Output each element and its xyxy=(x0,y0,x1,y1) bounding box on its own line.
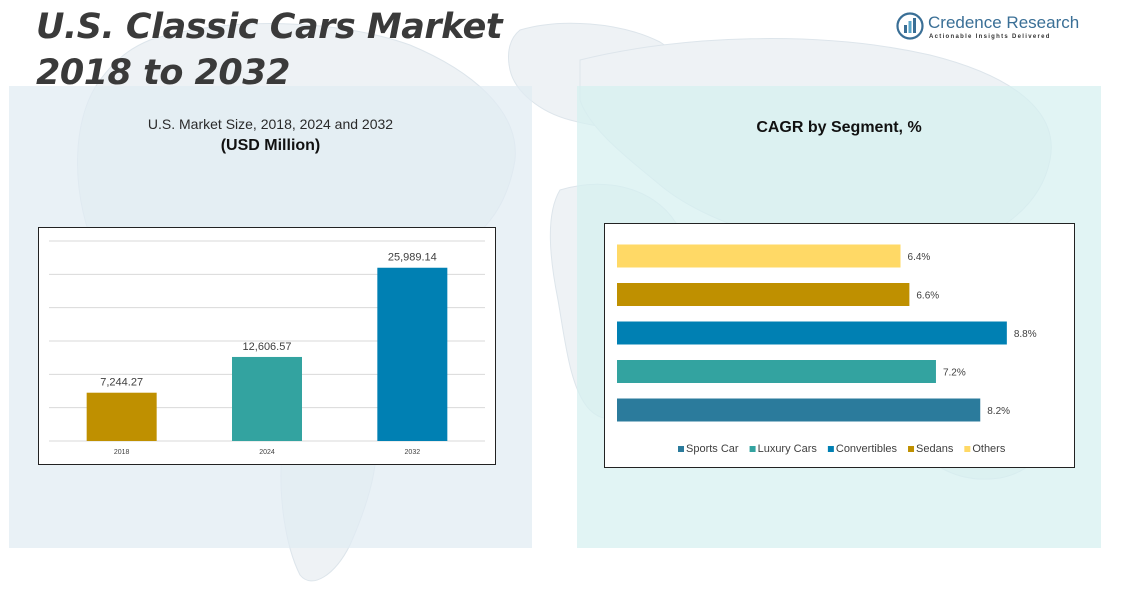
bar-2024 xyxy=(232,356,302,441)
legend-swatch xyxy=(678,446,684,452)
legend-item: Sedans xyxy=(916,443,954,455)
legend-item: Convertibles xyxy=(836,443,898,455)
data-label-2032: 25,989.14 xyxy=(388,252,437,264)
bar-2018 xyxy=(86,392,157,441)
bar-sedans xyxy=(617,283,910,306)
market-size-subtitle: U.S. Market Size, 2018, 2024 and 2032 xyxy=(147,116,394,132)
data-label-sports-car: 8.2% xyxy=(987,406,1010,417)
bar-sports-car xyxy=(617,398,981,422)
market-size-unit: (USD Million) xyxy=(220,137,321,154)
brand-name: Credence Research xyxy=(928,13,1080,32)
cagr-chart-frame: 6.4% 6.6% 8.8% 7.2% 8.2% Sports Car Luxury Car… xyxy=(604,223,1075,468)
legend-item: Others xyxy=(972,443,1006,455)
data-label-luxury-cars: 7.2% xyxy=(943,368,966,379)
bar-convertibles xyxy=(617,321,1007,345)
legend-swatch xyxy=(749,446,756,452)
legend-item: Luxury Cars xyxy=(758,443,818,455)
chart-legend: Sports Car Luxury Cars Convertibles Sedans O… xyxy=(678,443,1006,455)
legend-swatch xyxy=(908,446,915,452)
page-title: U.S. Classic Cars Market 2018 to 2032 xyxy=(36,7,503,93)
legend-item: Sports Car xyxy=(686,443,739,455)
market-size-chart-frame: 7,244.27 2018 12,606.57 2024 25,989.14 2032 xyxy=(38,227,496,465)
market-size-panel: U.S. Market Size, 2018, 2024 and 2032 (U… xyxy=(9,86,532,548)
data-label-sedans: 6.6% xyxy=(916,291,939,302)
brand-mark-icon xyxy=(896,12,924,40)
data-label-2018: 7,244.27 xyxy=(100,377,143,389)
cagr-title: CAGR by Segment, % xyxy=(756,119,922,136)
x-tick-2024: 2024 xyxy=(259,449,275,456)
data-label-others: 6.4% xyxy=(908,252,931,263)
x-tick-2018: 2018 xyxy=(114,449,130,456)
legend-swatch xyxy=(964,446,971,452)
bar-2032 xyxy=(377,267,448,441)
bar-luxury-cars xyxy=(617,360,936,383)
cagr-panel: CAGR by Segment, % 6.4% 6.6% 8.8% 7.2% 8.2% S… xyxy=(577,86,1101,548)
market-size-bar-chart: 7,244.27 2018 12,606.57 2024 25,989.14 2032 xyxy=(49,240,485,456)
brand-tagline: Actionable Insights Delivered xyxy=(929,34,1051,40)
x-tick-2032: 2032 xyxy=(405,449,421,456)
bar-others xyxy=(617,244,901,268)
data-label-2024: 12,606.57 xyxy=(243,341,292,353)
cagr-bar-chart: 6.4% 6.6% 8.8% 7.2% 8.2% Sports Car Luxury Car… xyxy=(617,244,1037,455)
brand-logo: Credence Research Actionable Insights De… xyxy=(896,12,1079,45)
data-label-convertibles: 8.8% xyxy=(1014,329,1037,340)
legend-swatch xyxy=(827,446,834,452)
